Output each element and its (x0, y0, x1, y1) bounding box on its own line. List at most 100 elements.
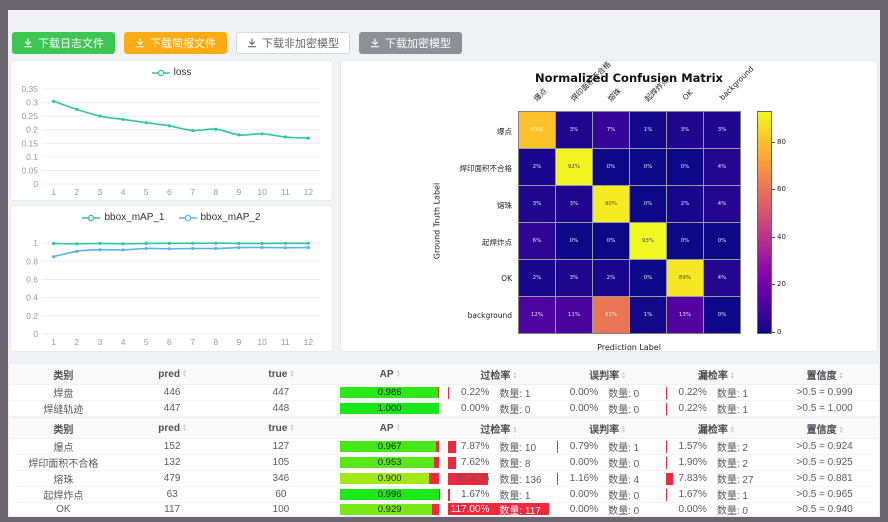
sort-icon[interactable]: ▴ ▾ (622, 370, 626, 381)
misjudge-rate-bar (556, 440, 558, 453)
sort-icon[interactable]: ▴ ▾ (290, 368, 294, 379)
rate-value: 1.67% (678, 489, 707, 500)
rate-count: 数量: 2 (716, 443, 748, 454)
svg-text:7: 7 (190, 337, 195, 347)
col-header-label: 类别 (53, 424, 74, 436)
col-header-误判率[interactable]: 误判率 ▴ ▾ (552, 418, 662, 439)
colorbar-tick (772, 141, 775, 143)
rate-count: 数量: 0 (608, 505, 640, 516)
sort-icon[interactable]: ▴ ▾ (730, 424, 734, 435)
cm-row-label: background (467, 311, 512, 320)
col-header-置信度[interactable]: 置信度 ▴ ▾ (770, 364, 879, 385)
confidence-cell: >0.5 = 0.965 (770, 486, 879, 503)
col-header-类别: 类别 (9, 364, 118, 385)
sort-icon[interactable]: ▴ ▾ (839, 370, 843, 381)
cm-col-label: OK (680, 87, 695, 102)
confidence-cell: >0.5 = 0.999 (770, 384, 879, 401)
download-log-file-button[interactable]: 下载日志文件 (12, 32, 115, 54)
svg-text:11: 11 (281, 337, 290, 347)
cm-col-label: background (717, 64, 756, 102)
ap-value: 0.967 (377, 441, 402, 452)
sort-icon[interactable]: ▴ ▾ (396, 368, 400, 379)
legend-item-bbox_mAP_1[interactable]: bbox_mAP_1 (82, 212, 165, 223)
col-header-true[interactable]: true ▴ ▾ (226, 418, 336, 439)
sort-icon[interactable]: ▴ ▾ (622, 424, 626, 435)
sort-icon[interactable]: ▴ ▾ (730, 370, 734, 381)
sort-icon[interactable]: ▴ ▾ (396, 422, 400, 433)
rate-value: 0.00% (569, 387, 599, 398)
rate-value: 0.00% (461, 403, 490, 414)
col-header-AP[interactable]: AP ▴ ▾ (335, 364, 444, 385)
col-header-置信度[interactable]: 置信度 ▴ ▾ (770, 418, 879, 439)
cm-cell-3-2: 0% (593, 223, 629, 259)
col-header-漏检率[interactable]: 漏检率 ▴ ▾ (661, 418, 771, 439)
over-rate-bar (448, 456, 456, 469)
misjudge-rate-text: 0.00% 数量: 0 (557, 489, 658, 502)
svg-text:10: 10 (257, 187, 267, 197)
miss-rate-text: 0.22% 数量: 1 (666, 387, 767, 400)
col-header-pred[interactable]: pred ▴ ▾ (117, 418, 227, 439)
col-header-pred[interactable]: pred ▴ ▾ (117, 364, 227, 385)
col-header-AP[interactable]: AP ▴ ▾ (335, 418, 444, 439)
misjudge-rate-text: 0.00% 数量: 0 (557, 457, 658, 470)
legend-item-loss[interactable]: loss (151, 67, 191, 78)
legend-marker-icon (82, 214, 101, 221)
cm-cell-5-4: 13% (667, 297, 703, 333)
col-header-true[interactable]: true ▴ ▾ (226, 364, 336, 385)
miss-rate-text: 7.83% 数量: 27 (666, 473, 767, 486)
sort-icon[interactable]: ▴ ▾ (839, 424, 843, 435)
table-header-row: 类别 pred ▴ ▾ true ▴ ▾ AP ▴ ▾ 过检率 ▴ ▾ 误判率 ▴ ▾ 漏检率 ▴ ▾ 置信度 ▴ ▾ (9, 418, 879, 439)
cm-cell-4-3: 0% (630, 260, 666, 296)
colorbar-tick (772, 284, 775, 286)
download-plain-model-button[interactable]: 下载非加密模型 (236, 32, 350, 54)
col-header-过检率[interactable]: 过检率 ▴ ▾ (444, 418, 553, 439)
cm-cell-3-0: 6% (519, 223, 555, 259)
svg-text:4: 4 (121, 337, 126, 347)
colorbar-tick-label: 80 (777, 137, 786, 146)
miss-rate-cell: 1.57% 数量: 2 (665, 440, 767, 454)
over-rate-cell: 117.00% 数量: 117 (448, 503, 549, 515)
main-content: 下载日志文件 下载简报文件 下载非加密模型 下载加密模型 loss 0 0.05 0.1 0… (8, 10, 880, 517)
svg-text:0.6: 0.6 (26, 274, 38, 284)
pred-cell: 63 (117, 486, 227, 503)
table-row: 焊印面积不合格 132 105 0.953 7.62% 数量: 8 0.00% 数量: 0 1.… (9, 454, 879, 471)
sort-icon[interactable]: ▴ ▾ (513, 424, 517, 435)
rate-value: 0.00% (569, 503, 599, 515)
ap-bar-remainder (429, 473, 439, 484)
cm-cell-4-2: 2% (593, 260, 629, 296)
sort-icon[interactable]: ▴ ▾ (182, 368, 186, 379)
confusion-matrix-card: Normalized Confusion Matrix 81% 3% 7% 1% 3% 3… (340, 60, 878, 352)
download-encrypted-model-button[interactable]: 下载加密模型 (359, 32, 462, 54)
sort-icon[interactable]: ▴ ▾ (290, 422, 294, 433)
legend-item-bbox_mAP_2[interactable]: bbox_mAP_2 (178, 212, 261, 223)
misjudge-rate-cell: 0.00% 数量: 0 (557, 503, 658, 515)
svg-text:3: 3 (98, 187, 103, 197)
ap-value: 1.000 (377, 403, 402, 414)
cm-cell-0-0: 81% (519, 112, 555, 148)
miss-rate-cell: 0.00% 数量: 0 (666, 503, 767, 515)
confusion-matrix-grid: 81% 3% 7% 1% 3% 3% 2% 92% 0% 0% 0% 4% 3% 3% 90% 0% 2% 4% 6… (518, 111, 741, 334)
svg-text:4: 4 (121, 187, 126, 197)
sort-icon[interactable]: ▴ ▾ (513, 370, 517, 381)
rate-count: 数量: 1 (716, 491, 748, 502)
ap-value: 0.986 (377, 387, 402, 398)
colorbar-tick-label: 40 (777, 232, 786, 241)
download-report-file-button[interactable]: 下载简报文件 (124, 32, 227, 54)
misjudge-rate-text: 1.16% 数量: 4 (557, 473, 658, 486)
map-chart-legend: bbox_mAP_1 bbox_mAP_2 (11, 212, 332, 223)
col-header-过检率[interactable]: 过检率 ▴ ▾ (444, 364, 553, 385)
summary-table-1: 类别 pred ▴ ▾ true ▴ ▾ AP ▴ ▾ 过检率 ▴ ▾ 误判率 ▴ ▾ 漏检率 ▴ ▾ 置信度 ▴ ▾ 焊盘… (8, 363, 880, 418)
svg-text:3: 3 (98, 337, 103, 347)
class-name-cell: 熔珠 (9, 470, 118, 487)
download-toolbar: 下载日志文件 下载简报文件 下载非加密模型 下载加密模型 (12, 32, 462, 54)
col-header-漏检率[interactable]: 漏检率 ▴ ▾ (661, 364, 771, 385)
over-rate-text: 7.62% 数量: 8 (448, 457, 549, 470)
sort-icon[interactable]: ▴ ▾ (182, 422, 186, 433)
svg-text:12: 12 (304, 337, 314, 347)
col-header-label: pred (158, 422, 180, 434)
cm-cell-3-5: 0% (704, 223, 740, 259)
cm-cell-1-2: 0% (593, 149, 629, 185)
over-rate-bar (448, 440, 456, 453)
col-header-误判率[interactable]: 误判率 ▴ ▾ (552, 364, 662, 385)
table-row: OK 117 100 0.929 117.00% 数量: 117 0.00% 数量: 0 0.0… (9, 502, 879, 516)
